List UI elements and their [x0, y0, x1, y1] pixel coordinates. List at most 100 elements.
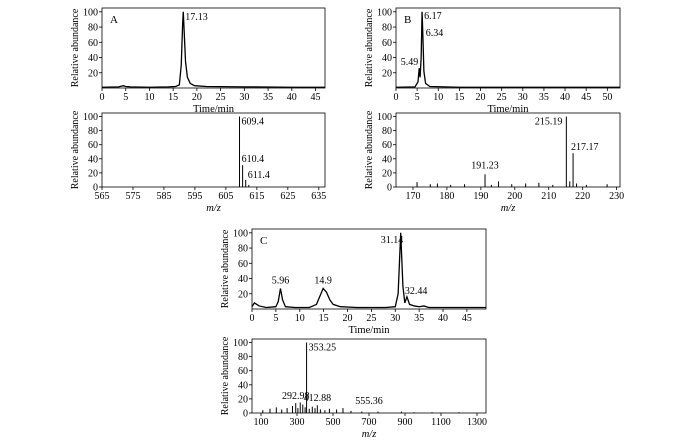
y-tick-label: 80 — [238, 352, 248, 363]
x-tick-label: 20 — [343, 313, 353, 324]
x-tick-label: 20 — [476, 92, 486, 103]
x-tick-label: 615 — [249, 191, 264, 202]
x-tick-label: 700 — [362, 417, 377, 428]
y-tick-label: 40 — [88, 53, 98, 64]
x-tick-label: 5 — [273, 313, 278, 324]
chart-B-tic: 0 5 10 15 20 25 30 35 40 45 50 20 40 60 80 100Relative … — [364, 7, 621, 115]
x-tick-label: 40 — [438, 313, 448, 324]
y-tick-label: 0 — [93, 183, 98, 194]
peak-label: 191.23 — [471, 160, 499, 171]
y-tick-label: 80 — [88, 23, 98, 34]
x-tick-label: 5 — [415, 92, 420, 103]
x-tick-label: 1300 — [467, 417, 487, 428]
chart-B-ms: 170 180 190 200 210 220 230 0 20 40 60 80 100Relativ… — [364, 110, 624, 214]
x-tick-label: 15 — [168, 92, 178, 103]
x-axis-title: Time/min — [487, 104, 529, 115]
y-axis-title: Relative abundance — [364, 8, 375, 87]
y-tick-label: 60 — [88, 38, 98, 49]
y-tick-label: 100 — [377, 7, 392, 18]
y-tick-label: 60 — [238, 259, 248, 270]
y-tick-label: 80 — [238, 244, 248, 255]
y-tick-label: 20 — [238, 289, 248, 300]
y-tick-label: 20 — [382, 68, 392, 79]
chromatogram-line — [251, 232, 486, 309]
y-tick-label: 100 — [377, 112, 392, 123]
x-tick-label: 595 — [187, 191, 202, 202]
y-axis-title: Relative abundance — [220, 229, 231, 308]
x-tick-label: 40 — [287, 92, 297, 103]
y-tick-label: 100 — [83, 112, 98, 123]
peak-label: 412.88 — [304, 393, 332, 404]
peak-label: 6.34 — [426, 28, 444, 39]
x-tick-label: 220 — [575, 191, 590, 202]
x-tick-label: 575 — [125, 191, 140, 202]
x-axis-title: Time/min — [348, 325, 390, 336]
peak-label: 611.4 — [248, 170, 270, 181]
y-tick-label: 20 — [88, 68, 98, 79]
y-tick-label: 100 — [233, 228, 248, 239]
peak-label: 292.98 — [282, 391, 310, 402]
plot-frame — [101, 7, 326, 89]
peak-label: 555.36 — [355, 396, 383, 407]
x-tick-label: 1100 — [431, 417, 451, 428]
peak-label: 353.25 — [309, 343, 337, 354]
x-tick-label: 210 — [541, 191, 556, 202]
y-tick-label: 100 — [83, 7, 98, 18]
x-tick-label: 45 — [462, 313, 472, 324]
x-tick-label: 30 — [390, 313, 400, 324]
x-tick-label: 605 — [218, 191, 233, 202]
y-tick-label: 0 — [243, 409, 248, 420]
x-tick-label: 15 — [319, 313, 329, 324]
x-tick-label: 30 — [239, 92, 249, 103]
peak-label: 610.4 — [242, 154, 265, 165]
x-tick-label: 25 — [497, 92, 507, 103]
x-tick-label: 565 — [95, 191, 110, 202]
x-tick-label: 300 — [290, 417, 305, 428]
plot-frame — [395, 7, 621, 89]
x-tick-label: 585 — [156, 191, 171, 202]
x-tick-label: 10 — [433, 92, 443, 103]
x-tick-label: 5 — [123, 92, 128, 103]
y-axis-title: Relative abundance — [364, 110, 375, 189]
x-tick-label: 15 — [454, 92, 464, 103]
y-tick-label: 60 — [382, 140, 392, 151]
y-tick-label: 20 — [238, 394, 248, 405]
peak-label: 14.9 — [314, 275, 332, 286]
peak-label: 217.17 — [571, 142, 599, 153]
x-tick-label: 170 — [405, 191, 420, 202]
y-tick-label: 60 — [382, 38, 392, 49]
x-tick-label: 0 — [250, 313, 255, 324]
x-tick-label: 10 — [144, 92, 154, 103]
x-axis-title: m/z — [206, 203, 221, 214]
x-tick-label: 10 — [295, 313, 305, 324]
y-tick-label: 60 — [238, 366, 248, 377]
peak-label: 5.49 — [401, 57, 419, 68]
peak-label: 5.96 — [272, 275, 290, 286]
x-tick-label: 100 — [254, 417, 269, 428]
peak-label: 32.44 — [405, 286, 428, 297]
x-tick-label: 45 — [311, 92, 321, 103]
x-tick-label: 190 — [473, 191, 488, 202]
peak-label: 31.14 — [381, 235, 404, 246]
x-tick-label: 0 — [394, 92, 399, 103]
chromatogram-line — [395, 11, 620, 88]
chromatogram-line — [101, 11, 325, 88]
x-axis-title: m/z — [501, 203, 516, 214]
peak-label: 6.17 — [424, 11, 442, 22]
x-tick-label: 180 — [439, 191, 454, 202]
y-tick-label: 40 — [382, 53, 392, 64]
panel-label: A — [110, 14, 118, 26]
x-tick-label: 625 — [280, 191, 295, 202]
x-tick-label: 635 — [311, 191, 326, 202]
y-axis-title: Relative abundance — [70, 8, 81, 87]
x-tick-label: 35 — [414, 313, 424, 324]
y-tick-label: 40 — [382, 154, 392, 165]
x-axis-title: Time/min — [193, 104, 235, 115]
y-tick-label: 100 — [233, 338, 248, 349]
x-tick-label: 35 — [539, 92, 549, 103]
y-axis-title: Relative abundance — [220, 336, 231, 415]
y-tick-label: 40 — [238, 274, 248, 285]
x-tick-label: 45 — [581, 92, 591, 103]
